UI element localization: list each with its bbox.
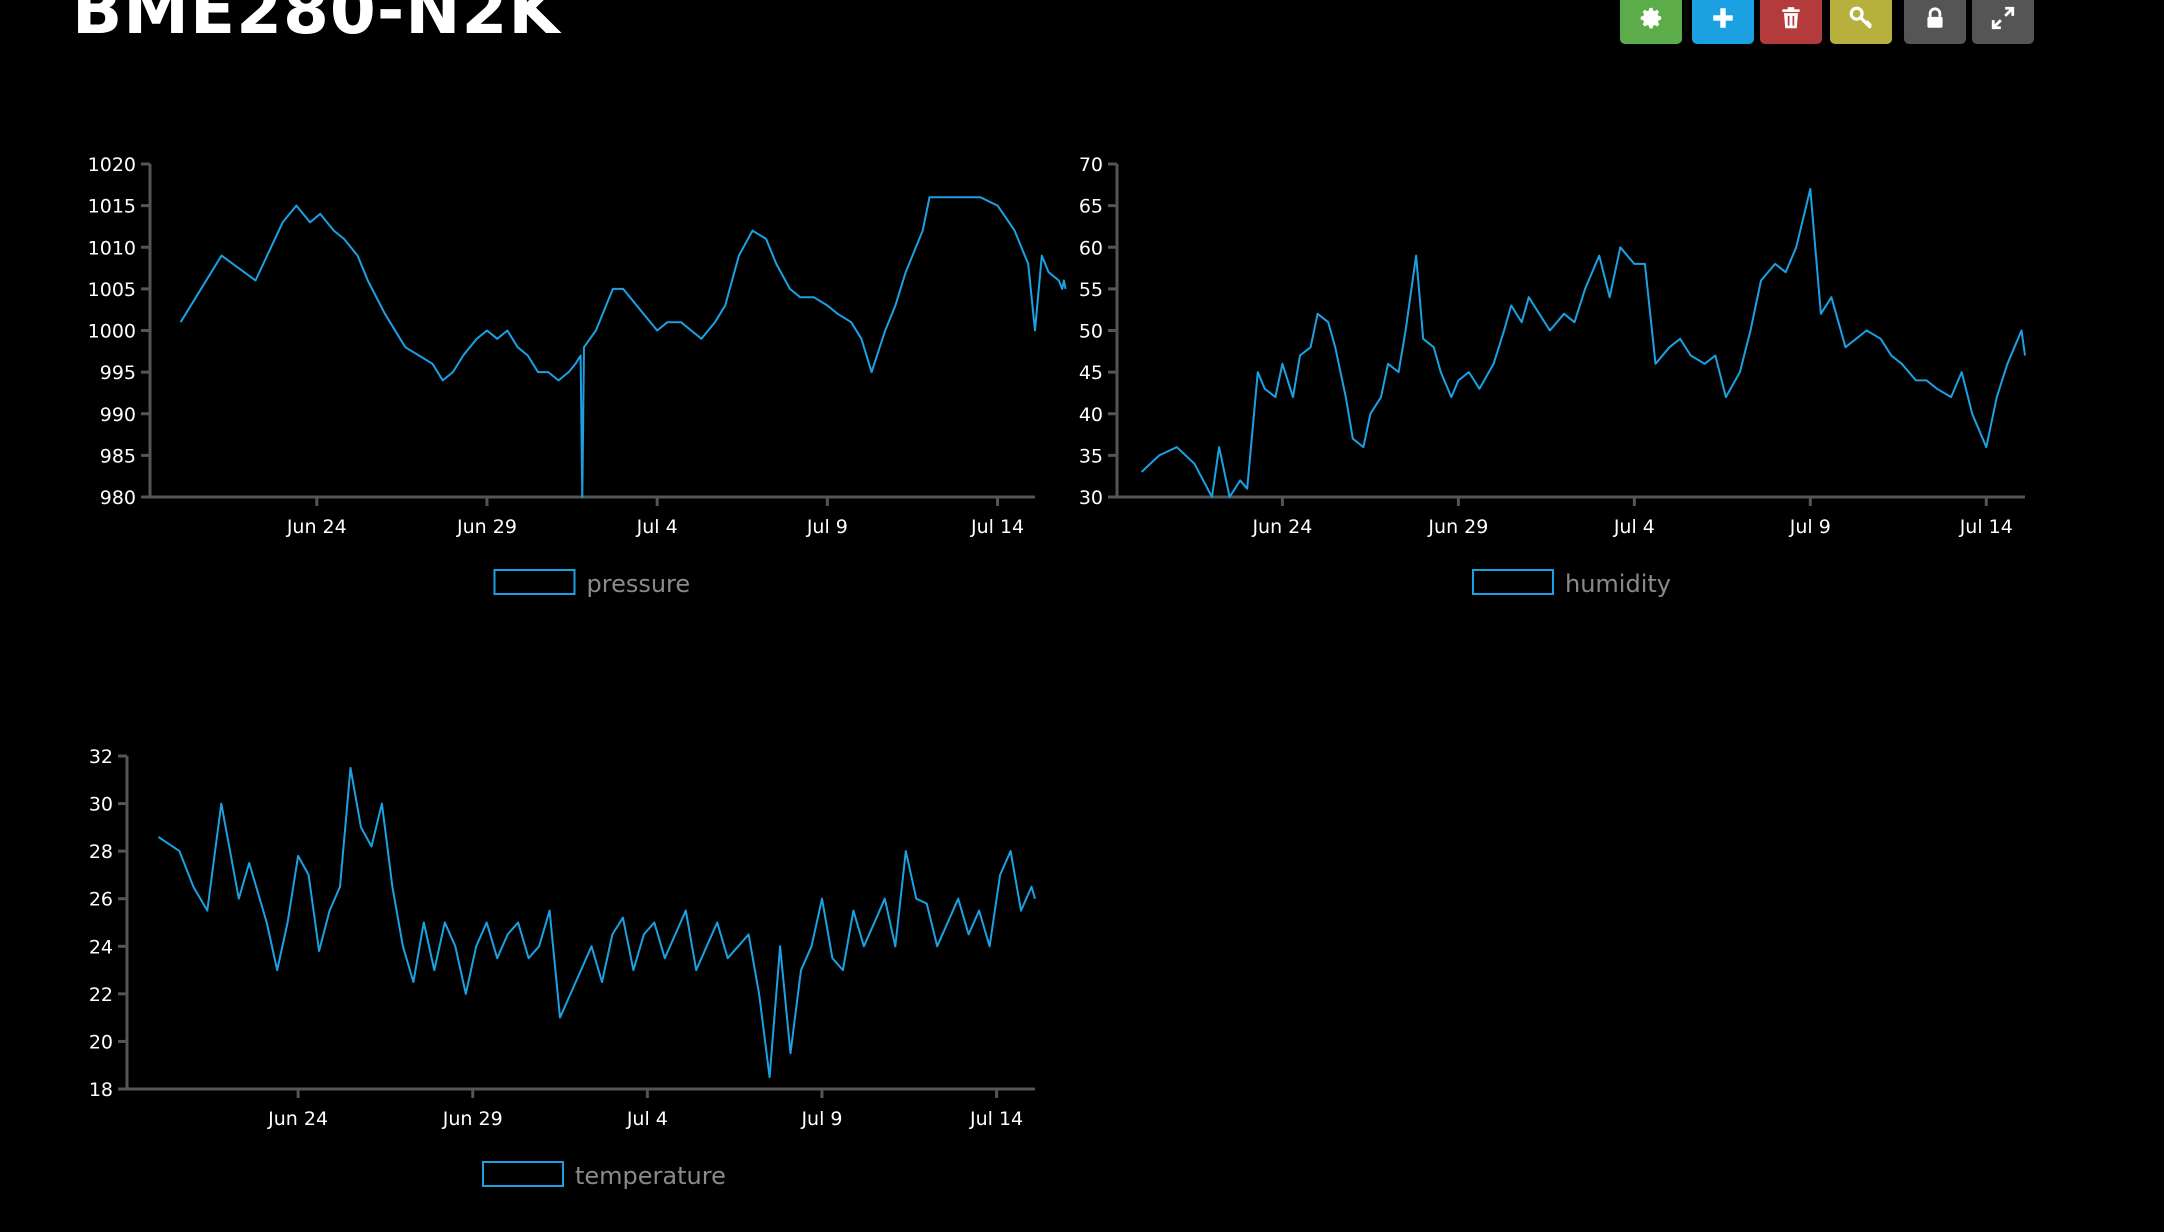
pressure-chart-svg: 980 985 990 995 1000 1005 1010 1015 1020 Jun 24 Ju… (88, 154, 1067, 598)
temperature-x-tick-label: Jul 14 (969, 1108, 1023, 1130)
temperature-x-tick-label: Jun 29 (442, 1108, 503, 1130)
temperature-chart-svg: 18 20 22 24 26 28 30 32 Jun 24 Jun 29 Jul 4 Jul 9 Ju… (89, 746, 1036, 1190)
pressure-y-tick-label: 1000 (88, 321, 136, 343)
humidity-x-tick-label: Jun 29 (1427, 516, 1488, 538)
humidity-x-tick-label: Jul 9 (1789, 516, 1831, 538)
pressure-legend-swatch (493, 569, 576, 595)
humidity-legend-label: humidity (1565, 570, 1671, 598)
page-title: BME280-N2K (72, 0, 561, 49)
temperature-y-tick-label: 26 (89, 889, 113, 911)
settings-button[interactable] (1620, 0, 1682, 44)
temperature-y-tick-label: 30 (89, 794, 113, 816)
humidity-y-tick-label: 70 (1079, 154, 1103, 176)
pressure-series-line (179, 196, 1067, 498)
pressure-x-tick-label: Jul 9 (806, 516, 848, 538)
humidity-y-tick-label: 50 (1079, 321, 1103, 343)
pressure-chart: 980 985 990 995 1000 1005 1010 1015 1020 Jun 24 Ju… (0, 140, 1067, 610)
temperature-y-tick-label: 24 (89, 936, 113, 958)
pressure-x-tick-label: Jun 29 (456, 516, 517, 538)
humidity-y-tick-label: 30 (1079, 487, 1103, 509)
key-icon (1849, 6, 1872, 29)
pressure-y-tick-label: 990 (100, 404, 136, 426)
humidity-x-tick-label: Jul 14 (1959, 516, 2013, 538)
pressure-y-tick-label: 980 (100, 487, 136, 509)
temperature-y-tick-label: 18 (89, 1079, 113, 1101)
humidity-x-tick-label: Jun 24 (1251, 516, 1312, 538)
pressure-y-tick-label: 1005 (88, 279, 136, 301)
pressure-x-tick-label: Jul 4 (636, 516, 678, 538)
humidity-y-tick-label: 60 (1079, 237, 1103, 259)
temperature-y-tick-label: 32 (89, 746, 113, 768)
temperature-x-tick-label: Jun 24 (267, 1108, 328, 1130)
pressure-y-tick-label: 1010 (88, 237, 136, 259)
temperature-y-tick-label: 22 (89, 984, 113, 1006)
trash-icon (1782, 7, 1800, 29)
pressure-legend-label: pressure (587, 570, 691, 598)
humidity-chart: 30 35 40 45 50 55 60 65 70 Jun 24 Jun 29 Jul 4 Jul 9… (1060, 140, 2120, 610)
temperature-legend-label: temperature (575, 1162, 726, 1190)
pressure-y-tick-label: 985 (100, 445, 136, 467)
temperature-y-tick-label: 28 (89, 841, 113, 863)
temperature-x-tick-label: Jul 4 (626, 1108, 668, 1130)
temperature-y-tick-label: 20 (89, 1031, 113, 1053)
pressure-y-tick-label: 1020 (88, 154, 136, 176)
temperature-x-tick-label: Jul 9 (800, 1108, 842, 1130)
pressure-legend[interactable]: pressure (493, 569, 691, 598)
temperature-legend-swatch (482, 1161, 564, 1187)
humidity-x-tick-label: Jul 4 (1613, 516, 1655, 538)
add-button[interactable] (1692, 0, 1754, 44)
lock-button[interactable] (1904, 0, 1966, 44)
humidity-y-tick-label: 45 (1079, 362, 1103, 384)
expand-icon (1991, 6, 2015, 30)
temperature-chart: 18 20 22 24 26 28 30 32 Jun 24 Jun 29 Jul 4 Jul 9 Ju… (0, 732, 1060, 1202)
pressure-y-tick-label: 995 (100, 362, 136, 384)
humidity-y-tick-label: 35 (1079, 445, 1103, 467)
key-button[interactable] (1830, 0, 1892, 44)
humidity-series-line (1140, 188, 2026, 498)
lock-icon (1927, 7, 1943, 28)
humidity-chart-svg: 30 35 40 45 50 55 60 65 70 Jun 24 Jun 29 Jul 4 Jul 9… (1079, 154, 2026, 598)
humidity-y-tick-label: 40 (1079, 404, 1103, 426)
temperature-series-line (157, 766, 1036, 1079)
temperature-legend[interactable]: temperature (482, 1161, 726, 1190)
gear-icon (1640, 7, 1662, 29)
fullscreen-button[interactable] (1972, 0, 2034, 44)
humidity-legend-swatch (1472, 569, 1554, 595)
pressure-x-tick-label: Jun 24 (286, 516, 347, 538)
pressure-y-tick-label: 1015 (88, 196, 136, 218)
delete-button[interactable] (1760, 0, 1822, 44)
pressure-x-tick-label: Jul 14 (970, 516, 1024, 538)
plus-icon (1713, 8, 1733, 28)
humidity-legend[interactable]: humidity (1472, 569, 1671, 598)
humidity-y-tick-label: 55 (1079, 279, 1103, 301)
humidity-y-tick-label: 65 (1079, 196, 1103, 218)
